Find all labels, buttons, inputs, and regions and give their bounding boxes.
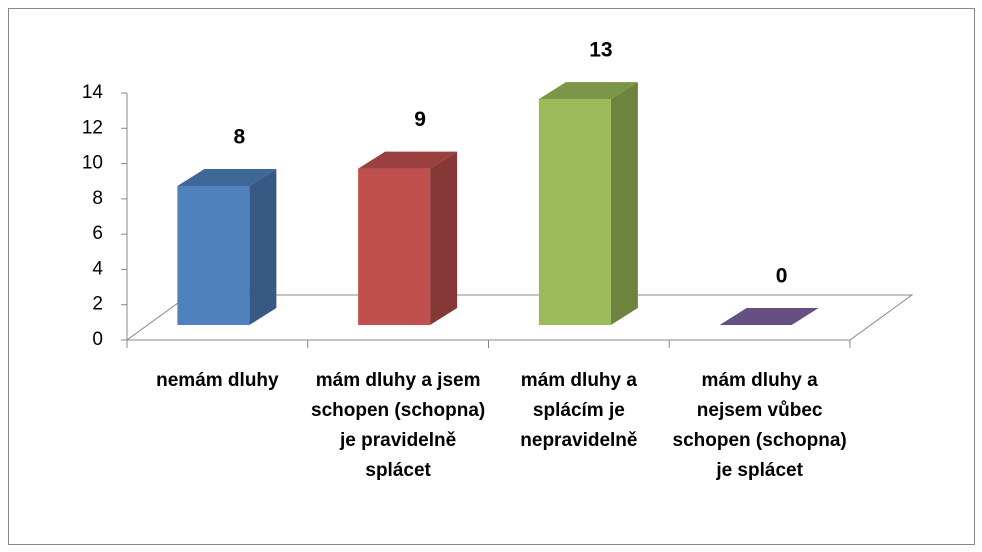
y-tick-label: 8	[92, 188, 103, 209]
y-tick-label: 12	[82, 117, 103, 138]
y-tick-label: 10	[82, 153, 103, 174]
bar-front	[538, 99, 611, 325]
bar	[358, 151, 458, 325]
y-tick-label: 6	[92, 223, 103, 244]
floor	[125, 294, 914, 341]
value-label: 9	[414, 108, 426, 131]
bar-front	[177, 185, 250, 325]
bar	[538, 82, 638, 325]
bar-front	[358, 168, 431, 325]
bar	[719, 308, 819, 325]
y-tick-label: 0	[92, 329, 103, 350]
x-tick-label: mám dluhy a jsem schopen (schopna) je pr…	[311, 370, 486, 481]
value-label: 0	[776, 265, 788, 288]
bar-side	[430, 151, 458, 325]
bar-top	[177, 168, 277, 186]
x-tick-label: nemám dluhy	[156, 370, 279, 391]
bar-top	[719, 308, 819, 325]
bar-top	[538, 82, 638, 100]
x-tick-label: mám dluhy a nejsem vůbec schopen (schopn…	[672, 370, 847, 481]
y-tick-label: 2	[92, 294, 103, 315]
y-tick-label: 14	[82, 82, 104, 103]
chart-border	[8, 8, 975, 545]
x-tick-label: mám dluhy a splácím je nepravidelně	[520, 370, 638, 451]
value-label: 13	[589, 39, 612, 62]
y-tick-label: 4	[92, 258, 103, 279]
bar-side	[610, 82, 638, 325]
bar	[177, 168, 277, 325]
bar-top	[358, 151, 458, 169]
value-label: 8	[234, 126, 246, 149]
bar-side	[249, 168, 277, 325]
